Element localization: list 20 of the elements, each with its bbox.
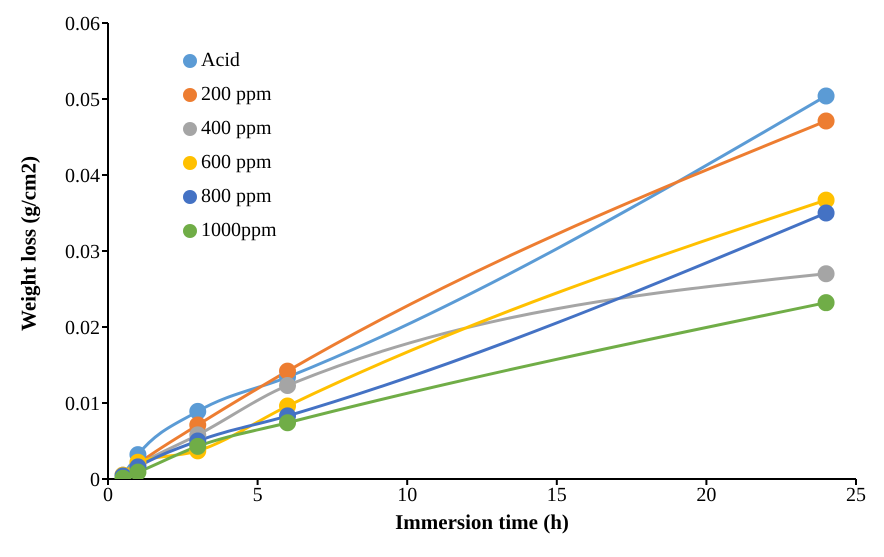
y-tick-label: 0.04 [65,165,100,188]
x-tick-label: 10 [397,484,418,506]
x-axis-title: Immersion time (h) [395,510,569,534]
x-tick-label: 15 [546,484,567,506]
y-tick-label: 0.02 [65,317,100,340]
y-tick-label: 0 [90,469,100,492]
legend-label: 200 ppm [201,83,272,105]
legend-label: Acid [201,49,240,71]
legend-label: 400 ppm [201,117,272,139]
y-tick-label: 0.01 [65,393,100,416]
x-tick-label: 20 [696,484,716,506]
legend-label: 800 ppm [201,185,272,207]
y-tick-label: 0.06 [65,13,100,36]
x-tick-label: 25 [846,484,866,506]
legend-label: 1000ppm [201,219,277,241]
legend-label: 600 ppm [201,151,272,173]
y-tick-label: 0.03 [65,241,100,264]
y-axis-title: Weight loss (g/cm2) [16,156,40,331]
x-tick-label: 5 [252,484,263,506]
y-tick-label: 0.05 [65,89,100,112]
